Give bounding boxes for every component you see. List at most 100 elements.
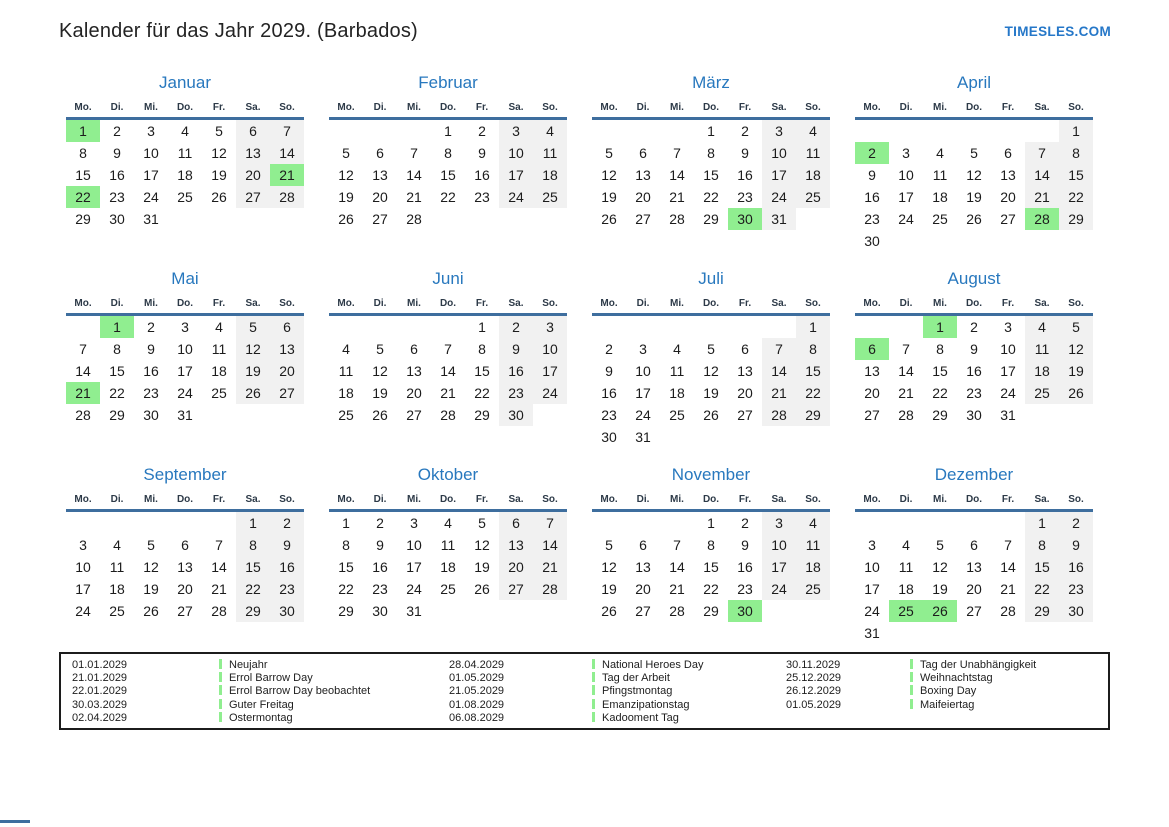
day-cell: 20 bbox=[177, 581, 193, 597]
legend-name-label: Maifeiertag bbox=[920, 698, 975, 711]
weekday-label: So. bbox=[279, 298, 295, 309]
day-cell: 24 bbox=[635, 407, 651, 423]
day-cell: 26 bbox=[923, 600, 957, 622]
day-cell: 5 bbox=[605, 145, 613, 161]
day-cell: 14 bbox=[406, 167, 422, 183]
day-cell: 11 bbox=[338, 363, 354, 379]
day-cell-empty bbox=[796, 208, 830, 230]
day-cell: 24 bbox=[762, 578, 796, 600]
day-cell-empty bbox=[431, 600, 465, 622]
weekday-label: Mi. bbox=[144, 102, 158, 113]
day-cell: 19 bbox=[474, 559, 490, 575]
month-title[interactable]: Juni bbox=[432, 269, 464, 288]
day-cell: 11 bbox=[109, 559, 125, 575]
day-cell: 2 bbox=[741, 515, 749, 531]
day-cell: 3 bbox=[499, 120, 533, 142]
day-cell: 16 bbox=[372, 559, 388, 575]
day-cell: 26 bbox=[703, 407, 719, 423]
day-cell: 3 bbox=[1004, 319, 1012, 335]
day-cell-empty bbox=[660, 120, 694, 142]
day-cell: 9 bbox=[376, 537, 384, 553]
day-cell-empty bbox=[889, 120, 923, 142]
weekday-label: Mo. bbox=[600, 494, 618, 505]
day-cell: 13 bbox=[177, 559, 193, 575]
day-cell: 23 bbox=[109, 189, 125, 205]
day-cell: 27 bbox=[372, 211, 388, 227]
day-cell: 17 bbox=[762, 164, 796, 186]
weekday-label: Fr. bbox=[475, 298, 489, 309]
month-september: September Mo. Di. Mi. Do. Fr. Sa. So. 1 2 3 4 5 6 7 8 9 1… bbox=[66, 464, 304, 644]
day-cell: 9 bbox=[478, 145, 486, 161]
month-title[interactable]: April bbox=[956, 73, 991, 92]
day-cell: 1 bbox=[66, 120, 100, 142]
day-cell-empty bbox=[168, 512, 202, 534]
day-cell-empty bbox=[626, 316, 660, 338]
weekday-label: Mo. bbox=[74, 298, 92, 309]
month-title[interactable]: Juli bbox=[698, 269, 724, 288]
month-title[interactable]: Februar bbox=[418, 73, 478, 92]
day-cell-empty bbox=[957, 622, 991, 644]
month-title[interactable]: März bbox=[692, 73, 730, 92]
day-cell: 20 bbox=[864, 385, 880, 401]
day-cell-empty bbox=[66, 316, 100, 338]
month-title[interactable]: Dezember bbox=[934, 465, 1014, 484]
day-cell: 17 bbox=[1000, 363, 1016, 379]
days-grid: 1 2 3 4 5 6 7 8 9 10 11 12 13 14 15 16 17 18 19 20 21 22 23 24 2… bbox=[329, 512, 567, 622]
day-cell: 4 bbox=[673, 341, 681, 357]
day-cell: 31 bbox=[143, 211, 159, 227]
day-cell: 17 bbox=[635, 385, 651, 401]
day-cell: 19 bbox=[601, 581, 617, 597]
day-cell: 3 bbox=[533, 316, 567, 338]
month-title[interactable]: September bbox=[143, 465, 227, 484]
day-cell: 10 bbox=[499, 142, 533, 164]
site-link[interactable]: TIMESLES.COM bbox=[1004, 24, 1111, 39]
day-cell: 18 bbox=[109, 581, 125, 597]
legend-name-label: Emanzipationstag bbox=[602, 698, 690, 711]
day-cell: 14 bbox=[533, 534, 567, 556]
weekday-label: Do. bbox=[965, 102, 983, 113]
day-cell: 22 bbox=[236, 578, 270, 600]
day-cell: 30 bbox=[499, 404, 533, 426]
day-cell: 12 bbox=[143, 559, 159, 575]
day-cell: 25 bbox=[889, 600, 923, 622]
day-cell: 1 bbox=[923, 316, 957, 338]
day-cell: 8 bbox=[707, 145, 715, 161]
month-title[interactable]: Oktober bbox=[417, 465, 479, 484]
day-cell: 11 bbox=[669, 363, 685, 379]
month-title[interactable]: August bbox=[947, 269, 1001, 288]
day-cell: 13 bbox=[966, 559, 982, 575]
holiday-tick-icon bbox=[592, 711, 595, 722]
day-cell: 2 bbox=[478, 123, 486, 139]
weekday-label: Di. bbox=[636, 298, 650, 309]
month-title[interactable]: Mai bbox=[171, 269, 199, 288]
day-cell: 22 bbox=[66, 186, 100, 208]
day-cell: 24 bbox=[898, 211, 914, 227]
day-cell: 17 bbox=[75, 581, 91, 597]
day-cell: 27 bbox=[966, 603, 982, 619]
weekday-label: Di. bbox=[110, 102, 124, 113]
legend-date: 01.05.2029 bbox=[449, 672, 505, 685]
day-cell: 2 bbox=[741, 123, 749, 139]
day-cell: 9 bbox=[970, 341, 978, 357]
day-cell-empty bbox=[957, 230, 991, 252]
day-cell: 17 bbox=[143, 167, 159, 183]
month-title[interactable]: November bbox=[671, 465, 751, 484]
weekday-label: Di. bbox=[636, 102, 650, 113]
day-cell: 6 bbox=[499, 512, 533, 534]
day-cell: 8 bbox=[478, 341, 486, 357]
day-cell: 1 bbox=[236, 512, 270, 534]
day-cell: 7 bbox=[1025, 142, 1059, 164]
day-cell: 29 bbox=[75, 211, 91, 227]
day-cell: 25 bbox=[177, 189, 193, 205]
day-cell: 24 bbox=[533, 382, 567, 404]
weekday-label: Mo. bbox=[337, 102, 355, 113]
day-cell-empty bbox=[923, 230, 957, 252]
weekday-label: Di. bbox=[899, 298, 913, 309]
day-cell: 30 bbox=[1059, 600, 1093, 622]
day-cell: 1 bbox=[478, 319, 486, 335]
month-title[interactable]: Januar bbox=[159, 73, 211, 92]
page-title: Kalender für das Jahr 2029. (Barbados) bbox=[59, 20, 418, 42]
day-cell: 4 bbox=[533, 120, 567, 142]
day-cell: 6 bbox=[741, 341, 749, 357]
weekday-label: Mo. bbox=[600, 102, 618, 113]
